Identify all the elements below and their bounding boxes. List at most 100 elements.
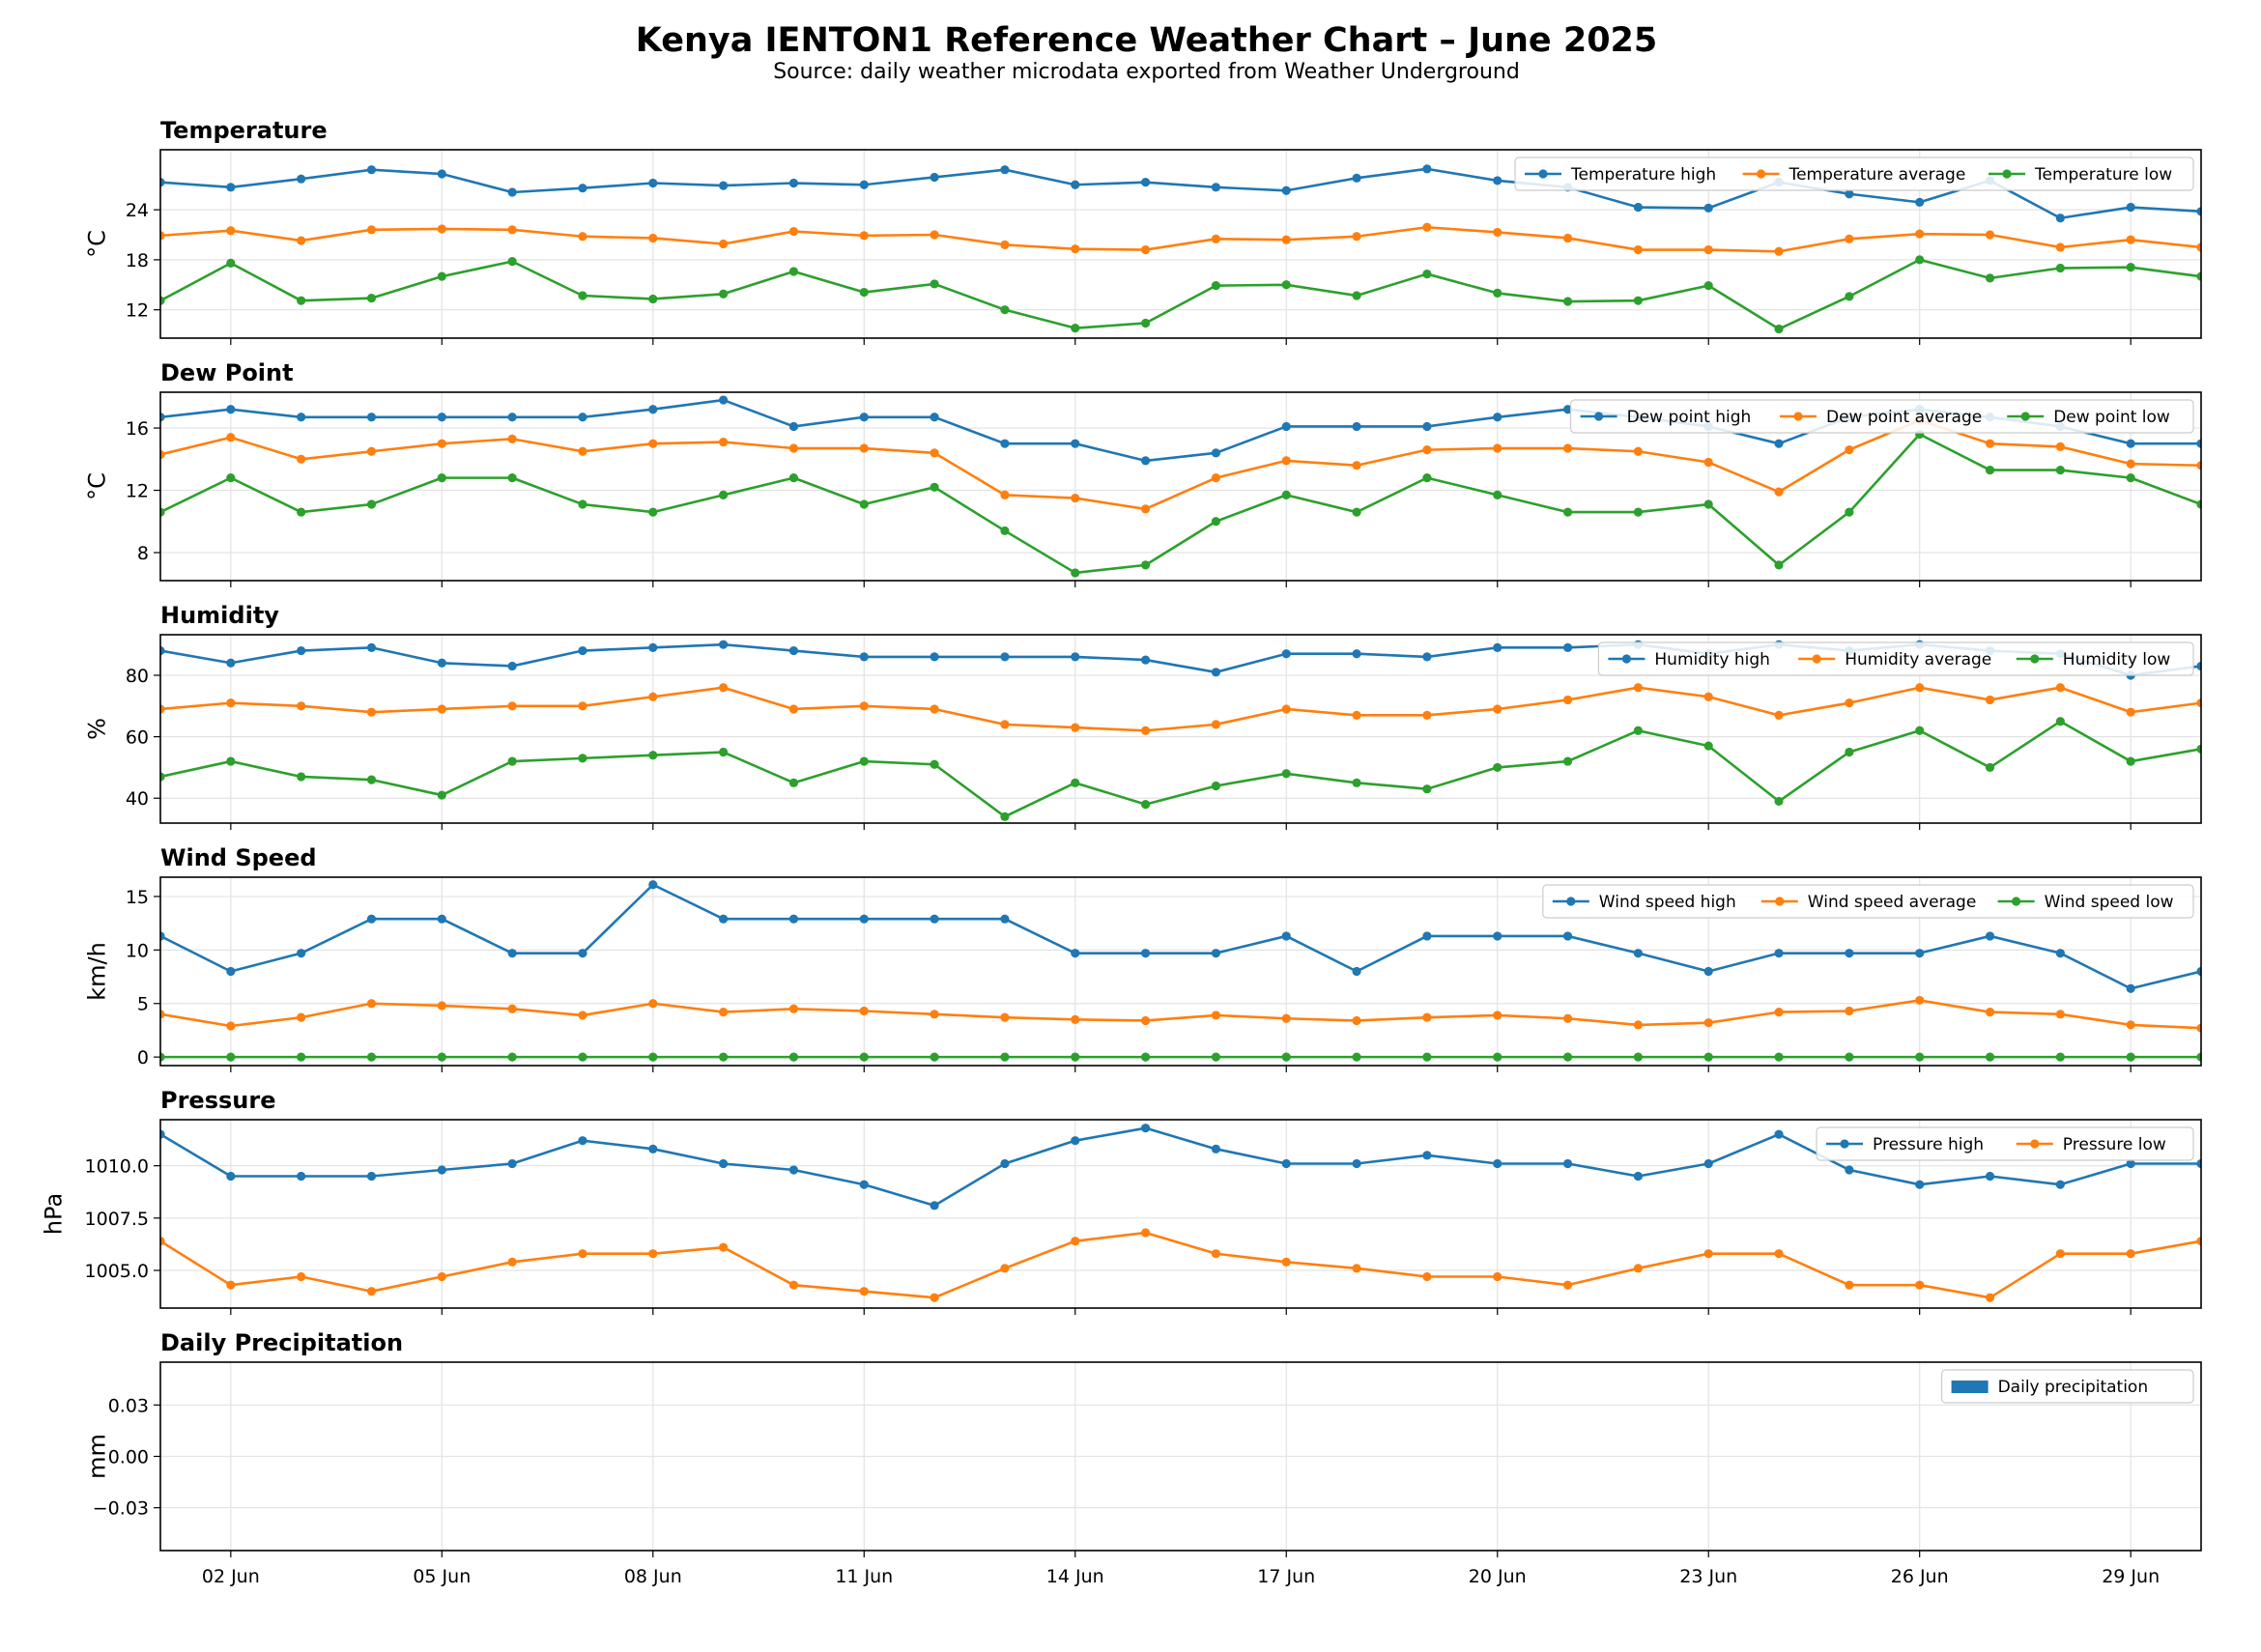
data-point (1211, 1011, 1221, 1020)
data-point (1281, 456, 1291, 466)
legend-label: Dew point average (1826, 408, 1982, 427)
data-point (1071, 244, 1080, 254)
data-point (2126, 1020, 2135, 1030)
x-tick-label: 02 Jun (202, 1566, 260, 1587)
panel-title: Daily Precipitation (160, 1329, 403, 1356)
data-point (2196, 966, 2201, 977)
panel-pressure: Pressure 1005.0 1007.5 1010.0 hPa Pressure hi… (40, 1087, 2202, 1315)
data-point (507, 701, 517, 711)
data-point (2196, 242, 2201, 252)
data-point (297, 236, 306, 245)
data-point (366, 413, 377, 422)
data-point (1000, 439, 1010, 448)
y-tick-label: 18 (126, 250, 149, 271)
data-point (160, 296, 165, 305)
data-point (160, 931, 165, 941)
data-point (160, 507, 165, 517)
y-tick-label: 1010.0 (85, 1156, 149, 1178)
data-point (788, 226, 799, 237)
data-point (1562, 507, 1573, 517)
panel-humidity: Humidity 40 60 80% Humidity high Humidity ave… (83, 602, 2202, 830)
chart-title: Kenya IENTON1 Reference Weather Chart – … (635, 21, 1658, 60)
data-point (1493, 1271, 1503, 1282)
data-point (930, 1293, 939, 1302)
data-point (1845, 698, 1854, 708)
data-point (1211, 949, 1221, 958)
data-point (507, 473, 517, 483)
data-point (1140, 1124, 1151, 1133)
y-tick-label: 60 (126, 727, 149, 749)
legend-label: Dew point low (2053, 408, 2170, 427)
x-tick-label: 23 Jun (1679, 1566, 1737, 1587)
data-point (366, 499, 377, 509)
data-point (1774, 710, 1784, 720)
y-tick-label: 12 (126, 300, 149, 322)
data-point (297, 1271, 306, 1282)
data-point (2126, 263, 2135, 272)
data-point (1422, 421, 1432, 432)
data-point (1000, 720, 1010, 729)
data-point (1211, 720, 1221, 729)
data-point (1140, 456, 1151, 466)
data-point (859, 914, 869, 924)
data-point (297, 454, 306, 464)
legend-label: Wind speed high (1599, 893, 1736, 912)
data-point (160, 231, 165, 241)
data-point (2055, 717, 2065, 726)
data-point (1985, 762, 1995, 773)
data-point (2126, 1249, 2135, 1259)
data-point (226, 966, 236, 977)
data-point (1633, 949, 1643, 958)
y-tick-label: −0.03 (93, 1498, 149, 1520)
data-point (1071, 439, 1080, 448)
data-point (2196, 1023, 2201, 1033)
legend-marker (2030, 1139, 2040, 1149)
series-line-wind-speed-average (160, 999, 2201, 1030)
data-point (507, 225, 517, 235)
data-point (1915, 1280, 1925, 1290)
y-axis-label: °C (83, 230, 110, 258)
data-point (1493, 704, 1503, 714)
data-point (788, 704, 799, 714)
data-point (1140, 655, 1151, 665)
data-point (930, 1201, 939, 1211)
legend: Daily precipitation (1940, 1369, 2194, 1404)
data-point (2196, 1158, 2201, 1169)
data-point (366, 293, 377, 303)
data-point (648, 1249, 658, 1259)
data-point (1633, 507, 1643, 517)
legend-label: Daily precipitation (1998, 1378, 2149, 1397)
data-point (930, 448, 939, 458)
data-point (930, 1052, 939, 1062)
data-point (1281, 769, 1291, 779)
data-point (507, 1004, 517, 1013)
data-point (2126, 707, 2135, 717)
legend-label: Wind speed average (1808, 893, 1976, 912)
data-point (719, 747, 729, 757)
data-point (437, 1052, 446, 1062)
data-point (648, 642, 658, 652)
data-point (788, 1004, 799, 1013)
data-point (1071, 1052, 1080, 1062)
data-point (437, 271, 446, 281)
data-point (578, 1052, 587, 1062)
data-point (1493, 490, 1503, 499)
data-point (1493, 762, 1503, 773)
data-point (1633, 202, 1643, 213)
panel-title: Temperature (160, 117, 328, 144)
data-point (1774, 487, 1784, 497)
data-point (1000, 165, 1010, 175)
data-point (1562, 233, 1573, 243)
data-point (1493, 1052, 1503, 1062)
y-tick-label: 16 (126, 418, 149, 440)
data-point (578, 413, 587, 422)
data-point (1352, 1158, 1361, 1169)
data-point (1140, 560, 1151, 570)
data-point (1703, 457, 1713, 468)
y-tick-label: 40 (126, 788, 149, 810)
data-point (507, 661, 517, 671)
data-point (437, 1271, 446, 1282)
data-point (1000, 914, 1010, 924)
x-tick-label: 08 Jun (624, 1566, 682, 1587)
